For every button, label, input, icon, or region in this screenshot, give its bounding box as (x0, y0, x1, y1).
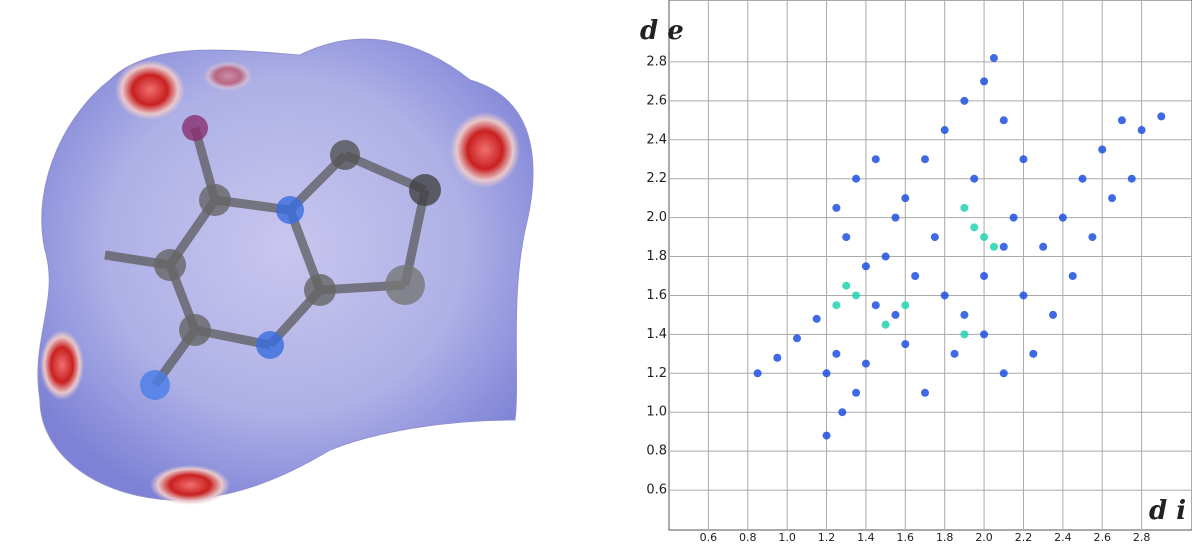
point (832, 301, 840, 309)
x-tick-label: 2.2 (1015, 531, 1033, 544)
point (1039, 243, 1047, 251)
x-tick-label: 2.8 (1133, 531, 1151, 544)
point (980, 330, 988, 338)
point (1118, 116, 1126, 124)
point (872, 155, 880, 163)
point (990, 243, 998, 251)
x-tick-label: 0.6 (700, 531, 718, 544)
point (980, 77, 988, 85)
y-tick-label: 0.6 (646, 483, 667, 498)
x-tick-label: 1.2 (818, 531, 836, 544)
x-tick-label: 1.6 (897, 531, 915, 544)
point (882, 321, 890, 329)
point (754, 369, 762, 377)
contact-spot (150, 465, 230, 505)
point (1157, 112, 1165, 120)
y-tick-label: 1.0 (646, 405, 667, 420)
point (1128, 175, 1136, 183)
y-tick-label: 2.8 (646, 54, 667, 69)
point (1098, 146, 1106, 154)
figure: d e d i 0.6 0.8 1.0 1.2 1.4 1.6 1.8 2.0 2.2 2.4 2.… (0, 0, 1192, 556)
y-tick-label: 1.8 (646, 249, 667, 264)
point (862, 360, 870, 368)
point (832, 204, 840, 212)
point (1108, 194, 1116, 202)
point (960, 204, 968, 212)
x-tick-label: 1.8 (936, 531, 954, 544)
point (882, 253, 890, 261)
point (773, 354, 781, 362)
point (911, 272, 919, 280)
fingerprint-plot: d e d i 0.6 0.8 1.0 1.2 1.4 1.6 1.8 2.0 2.2 2.4 2.… (632, 0, 1192, 556)
contact-spot (203, 61, 253, 91)
point (1049, 311, 1057, 319)
x-tick-label: 0.8 (739, 531, 757, 544)
point (1029, 350, 1037, 358)
point (1010, 214, 1018, 222)
point (891, 311, 899, 319)
point (1000, 369, 1008, 377)
point (852, 291, 860, 299)
contact-spot (115, 60, 185, 120)
point (951, 350, 959, 358)
x-axis-label: d i (1149, 496, 1186, 526)
point (838, 408, 846, 416)
point (823, 432, 831, 440)
y-tick-label: 0.8 (646, 444, 667, 459)
x-tick-label: 2.4 (1054, 531, 1072, 544)
point (1059, 214, 1067, 222)
point (1088, 233, 1096, 241)
point (901, 340, 909, 348)
point (921, 389, 929, 397)
y-tick-label: 1.4 (646, 327, 667, 342)
point (960, 330, 968, 338)
point (1000, 116, 1008, 124)
point (832, 350, 840, 358)
point (960, 97, 968, 105)
x-tick-label: 2.0 (975, 531, 993, 544)
point (813, 315, 821, 323)
point (1019, 291, 1027, 299)
point (823, 369, 831, 377)
point (941, 291, 949, 299)
y-tick-label: 2.0 (646, 210, 667, 225)
point (852, 175, 860, 183)
y-tick-label: 1.2 (646, 366, 667, 381)
point (980, 272, 988, 280)
point (901, 301, 909, 309)
point (872, 301, 880, 309)
y-axis-label: d e (640, 16, 684, 46)
point (970, 175, 978, 183)
surface (38, 39, 533, 500)
y-tick-label: 1.6 (646, 288, 667, 303)
point (1069, 272, 1077, 280)
y-tick-label: 2.4 (646, 132, 667, 147)
point (1000, 243, 1008, 251)
point (931, 233, 939, 241)
x-tick-label: 2.6 (1093, 531, 1111, 544)
x-tick-label: 1.0 (778, 531, 796, 544)
point (901, 194, 909, 202)
point (842, 233, 850, 241)
point (852, 389, 860, 397)
contact-spot (450, 112, 520, 188)
point (941, 126, 949, 134)
point (980, 233, 988, 241)
point (862, 262, 870, 270)
point (921, 155, 929, 163)
point (960, 311, 968, 319)
x-tick-label: 1.4 (857, 531, 875, 544)
point (1019, 155, 1027, 163)
y-tick-label: 2.2 (646, 171, 667, 186)
point (891, 214, 899, 222)
point (1079, 175, 1087, 183)
point (990, 54, 998, 62)
contact-spot (40, 330, 84, 400)
point (970, 223, 978, 231)
hirshfeld-surface (0, 0, 590, 556)
point (1138, 126, 1146, 134)
point (793, 334, 801, 342)
y-tick-label: 2.6 (646, 93, 667, 108)
point (842, 282, 850, 290)
